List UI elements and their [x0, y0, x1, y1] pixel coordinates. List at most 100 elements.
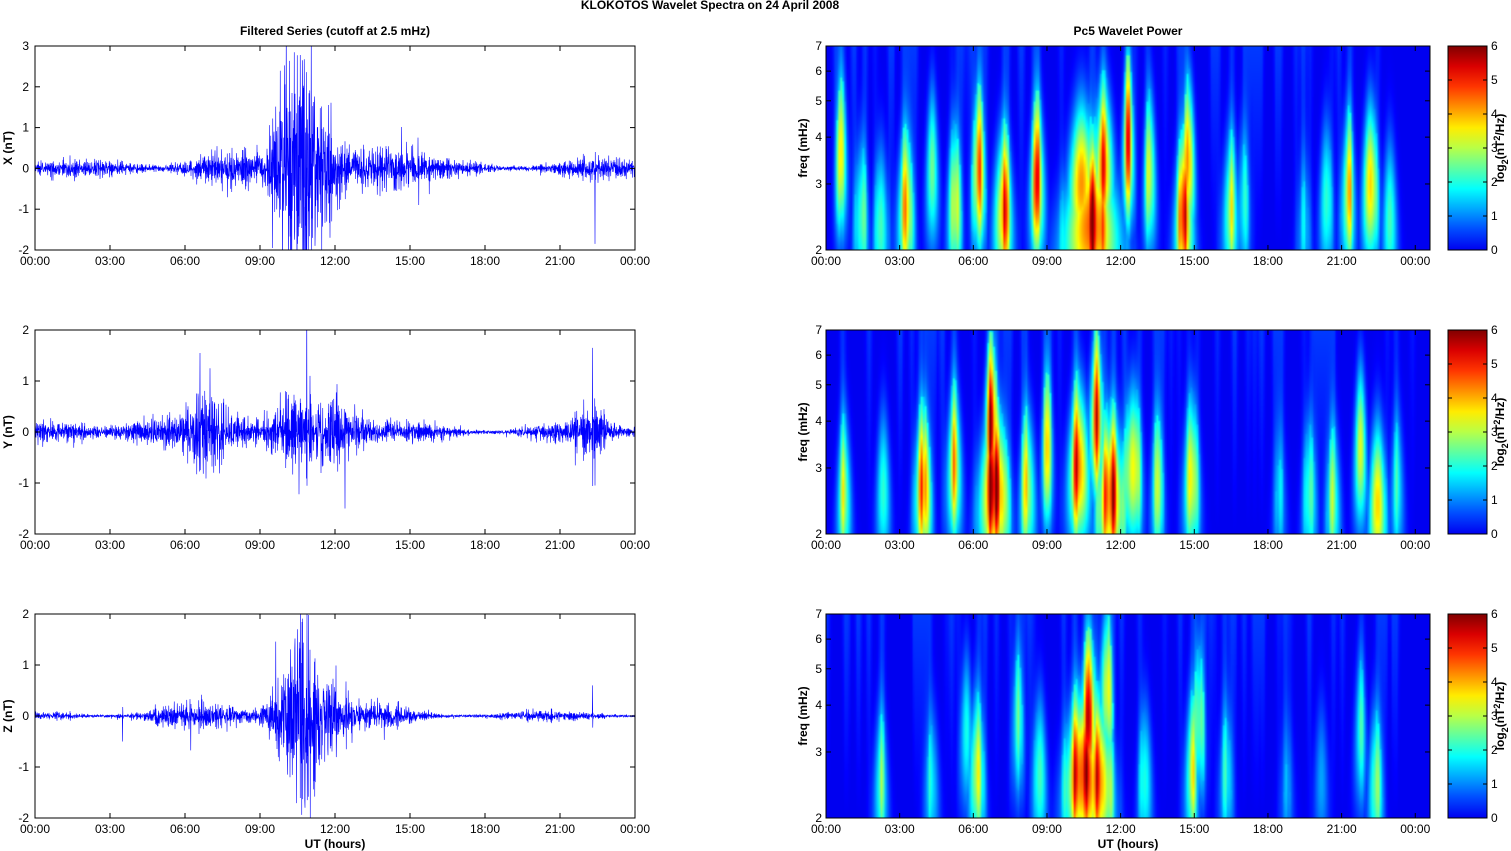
y-tick-label: 7: [815, 39, 822, 53]
y-tick-label: 2: [22, 323, 29, 337]
x-tick-label: 00:00: [1400, 538, 1430, 552]
colorbar-gradient: [1447, 329, 1488, 535]
x-tick-label: 00:00: [20, 538, 50, 552]
plot-frame: [34, 45, 636, 251]
y-tick-label: 0: [22, 425, 29, 439]
x-tick-label: 21:00: [1327, 538, 1357, 552]
y-tick-label: 4: [815, 130, 822, 144]
y-axis-label: freq (mHz): [796, 686, 810, 745]
series-line-filtered-x: [35, 46, 635, 250]
colorbar-tick-label: 5: [1491, 357, 1498, 371]
colorbar-tick-label: 3: [1491, 425, 1498, 439]
y-tick-label: 2: [22, 80, 29, 94]
x-tick-label: 15:00: [395, 254, 425, 268]
x-tick-label: 15:00: [1179, 538, 1209, 552]
y-tick-label: 4: [815, 698, 822, 712]
colorbar-tick-label: 6: [1491, 607, 1498, 621]
series-panel-filtered-x: -2 -1 0 1 2 3 00:00 03:00 06:00 09:00 12:00 15:00 18…: [1, 24, 650, 268]
y-tick-label: 3: [815, 177, 822, 191]
x-tick-label: 03:00: [885, 822, 915, 836]
x-tick-label: 12:00: [320, 822, 350, 836]
x-tick-label: 00:00: [811, 538, 841, 552]
colorbar-tick-label: 3: [1491, 709, 1498, 723]
y-tick-label: 5: [815, 378, 822, 392]
colorbar-label-part: (nT: [1493, 140, 1507, 159]
colorbar-tick-label: 2: [1491, 175, 1498, 189]
x-tick-label: 06:00: [170, 254, 200, 268]
x-tick-label: 00:00: [1400, 822, 1430, 836]
y-tick-label: 2: [815, 527, 822, 541]
colorbar-label-part: (nT: [1493, 424, 1507, 443]
colorbar-label-part: /Hz): [1493, 114, 1507, 136]
series-line-filtered-z: [35, 614, 635, 818]
wavelet-power-map: [826, 330, 1430, 534]
colorbar-tick-label: 4: [1491, 107, 1498, 121]
y-axis-label: freq (mHz): [796, 118, 810, 177]
x-tick-label: 09:00: [1032, 822, 1062, 836]
x-tick-label: 03:00: [95, 538, 125, 552]
x-tick-label: 21:00: [1327, 254, 1357, 268]
y-tick-label: 1: [22, 374, 29, 388]
y-tick-label: 6: [815, 64, 822, 78]
colorbar-label-part: /Hz): [1493, 398, 1507, 420]
x-tick-label: 06:00: [170, 822, 200, 836]
x-tick-label: 03:00: [885, 254, 915, 268]
figure-title: KLOKOTOS Wavelet Spectra on 24 April 200…: [581, 0, 840, 12]
colorbar-tick-label: 0: [1491, 811, 1498, 825]
colorbar-tick-label: 2: [1491, 459, 1498, 473]
y-tick-label: 2: [815, 243, 822, 257]
x-tick-label: 03:00: [95, 822, 125, 836]
colorbar-tick-label: 5: [1491, 73, 1498, 87]
x-tick-label: 12:00: [1106, 822, 1136, 836]
x-tick-label: 00:00: [811, 822, 841, 836]
x-tick-label: 15:00: [1179, 822, 1209, 836]
colorbar-label: log2(nT2/Hz): [1492, 682, 1510, 751]
y-tick-label: 1: [22, 121, 29, 135]
y-axis-label: Y (nT): [1, 415, 15, 449]
x-tick-label: 03:00: [885, 538, 915, 552]
wavelet-power-map: [826, 46, 1430, 250]
x-tick-label: 09:00: [1032, 254, 1062, 268]
y-tick-label: 1: [22, 658, 29, 672]
y-tick-label: 0: [22, 709, 29, 723]
x-tick-label: 03:00: [95, 254, 125, 268]
x-tick-label: 18:00: [1253, 254, 1283, 268]
colorbar-tick-label: 5: [1491, 641, 1498, 655]
x-tick-label: 18:00: [1253, 822, 1283, 836]
colorbar-label-part: (nT: [1493, 708, 1507, 727]
colorbar-label: log2(nT2/Hz): [1492, 398, 1510, 467]
y-tick-label: 3: [22, 39, 29, 53]
y-tick-label: -1: [18, 202, 29, 216]
x-tick-label: 21:00: [1327, 822, 1357, 836]
y-axis-label: freq (mHz): [796, 402, 810, 461]
y-tick-label: 2: [815, 811, 822, 825]
x-tick-label: 12:00: [320, 538, 350, 552]
colorbar-tick-label: 4: [1491, 391, 1498, 405]
y-tick-label: 5: [815, 662, 822, 676]
colorbar-tick-label: 6: [1491, 39, 1498, 53]
colorbar-tick-label: 2: [1491, 743, 1498, 757]
x-tick-label: 00:00: [620, 538, 650, 552]
x-tick-label: 09:00: [245, 538, 275, 552]
y-tick-label: -2: [18, 811, 29, 825]
colorbar-label-part: 2: [1500, 443, 1510, 448]
colorbar-gradient: [1447, 613, 1488, 819]
y-tick-label: 3: [815, 745, 822, 759]
x-tick-label: 18:00: [470, 538, 500, 552]
x-tick-label: 18:00: [470, 254, 500, 268]
y-tick-label: 6: [815, 348, 822, 362]
x-tick-label: 12:00: [1106, 538, 1136, 552]
series-panel-filtered-y: -2 -1 0 1 2 00:00 03:00 06:00 09:00 12:00 15:00 18:…: [1, 323, 650, 552]
x-tick-label: 00:00: [1400, 254, 1430, 268]
x-tick-label: 18:00: [1253, 538, 1283, 552]
colorbar-tick-label: 0: [1491, 243, 1498, 257]
colorbar-gradient: [1447, 45, 1488, 251]
y-tick-label: 4: [815, 414, 822, 428]
x-tick-label: 06:00: [958, 254, 988, 268]
x-tick-label: 21:00: [545, 538, 575, 552]
